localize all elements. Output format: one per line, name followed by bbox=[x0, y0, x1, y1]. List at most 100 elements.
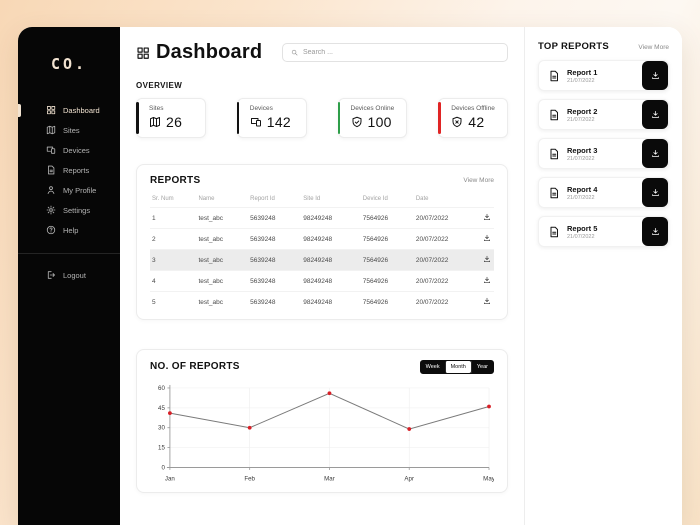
brand-logo: CO. bbox=[50, 55, 88, 73]
sidebar-item-help[interactable]: Help bbox=[18, 220, 120, 240]
top-report-card-report-1: Report 1 21/07/2022 bbox=[538, 60, 669, 91]
sidebar-item-devices[interactable]: Devices bbox=[18, 140, 120, 160]
download-icon[interactable] bbox=[483, 276, 491, 284]
overview-label: OVERVIEW bbox=[136, 81, 183, 90]
table-cell: 20/07/2022 bbox=[413, 291, 480, 313]
top-report-download-button[interactable] bbox=[642, 100, 668, 129]
table-cell-download bbox=[480, 228, 494, 250]
table-cell: 20/07/2022 bbox=[413, 270, 480, 292]
search-bar[interactable] bbox=[282, 43, 508, 62]
download-icon[interactable] bbox=[483, 255, 491, 263]
download-icon[interactable] bbox=[483, 213, 491, 221]
table-row[interactable]: 1 test_abc 5639248 98249248 7564926 20/07/202… bbox=[150, 207, 494, 229]
download-icon[interactable] bbox=[483, 234, 491, 242]
download-icon bbox=[651, 227, 660, 236]
top-report-download-button[interactable] bbox=[642, 178, 668, 207]
top-reports-head: TOP REPORTS View More bbox=[538, 41, 669, 52]
table-cell-download bbox=[480, 249, 494, 271]
top-reports-title: TOP REPORTS bbox=[538, 41, 610, 52]
stat-card-accent bbox=[136, 102, 139, 134]
svg-text:15: 15 bbox=[158, 444, 165, 451]
top-reports-view-more-link[interactable]: View More bbox=[638, 44, 669, 51]
sidebar-item-dashboard[interactable]: Dashboard bbox=[18, 100, 120, 120]
search-input[interactable] bbox=[303, 49, 499, 56]
reports-view-more-link[interactable]: View More bbox=[463, 177, 494, 184]
reports-title: REPORTS bbox=[150, 175, 201, 186]
chart-panel: NO. OF REPORTS Week Month Year 0 15 30 45 60 Ja… bbox=[136, 348, 508, 493]
sidebar-item-label: Settings bbox=[63, 205, 91, 215]
table-column-header: Sr. Num bbox=[152, 196, 174, 202]
sidebar-item-label: Help bbox=[63, 225, 79, 235]
table-cell: 98249248 bbox=[301, 270, 361, 292]
top-report-name: Report 1 bbox=[567, 67, 598, 77]
table-cell: 5 bbox=[150, 291, 197, 313]
download-icon bbox=[651, 71, 660, 80]
download-icon[interactable] bbox=[483, 297, 491, 305]
chart-toggle-week[interactable]: Week bbox=[420, 360, 445, 373]
sidebar-item-settings[interactable]: Settings bbox=[18, 200, 120, 220]
top-report-name: Report 5 bbox=[567, 223, 598, 233]
stat-card-value-row: 42 bbox=[451, 114, 507, 130]
table-cell: 98249248 bbox=[301, 228, 361, 250]
svg-text:30: 30 bbox=[158, 424, 165, 431]
reports-panel-head: REPORTS View More bbox=[150, 175, 494, 186]
shield-check-icon bbox=[351, 116, 363, 128]
map-icon bbox=[46, 125, 56, 135]
chart-range-toggle-group: Week Month Year bbox=[419, 359, 494, 374]
table-column-header: Date bbox=[415, 196, 429, 202]
table-cell: test_abc bbox=[196, 228, 249, 250]
top-reports-list: Report 1 21/07/2022 Report 2 21/07/2022 Repo… bbox=[538, 60, 669, 247]
table-row[interactable]: 2 test_abc 5639248 98249248 7564926 20/07/202… bbox=[150, 228, 494, 250]
top-report-card-report-4: Report 4 21/07/2022 bbox=[538, 177, 669, 208]
sidebar-item-logout[interactable]: Logout bbox=[18, 265, 120, 285]
line-chart-svg: 0 15 30 45 60 Jan Feb Mar Apr May bbox=[158, 384, 494, 481]
devices-icon bbox=[250, 116, 262, 128]
table-row[interactable]: 5 test_abc 5639248 98249248 7564926 20/07/202… bbox=[150, 291, 494, 313]
sidebar-item-label: My Profile bbox=[63, 185, 97, 195]
sidebar-item-sites[interactable]: Sites bbox=[18, 120, 120, 140]
table-cell: 2 bbox=[150, 228, 197, 250]
top-report-date: 21/07/2022 bbox=[567, 155, 595, 162]
table-cell: 5639248 bbox=[248, 291, 302, 313]
sidebar-item-reports[interactable]: Reports bbox=[18, 160, 120, 180]
table-column-header: Site Id bbox=[303, 196, 321, 202]
top-report-date: 21/07/2022 bbox=[567, 116, 595, 123]
table-row[interactable]: 3 test_abc 5639248 98249248 7564926 20/07/202… bbox=[150, 249, 494, 271]
top-report-info: Report 3 21/07/2022 bbox=[567, 146, 597, 162]
table-row[interactable]: 4 test_abc 5639248 98249248 7564926 20/07/202… bbox=[150, 270, 494, 292]
table-column-header: Name bbox=[198, 196, 215, 202]
download-icon bbox=[651, 188, 660, 197]
stat-card-label: Sites bbox=[149, 105, 164, 112]
main-header: Dashboard bbox=[136, 41, 508, 64]
doc-icon bbox=[548, 226, 560, 238]
top-report-date: 21/07/2022 bbox=[567, 233, 595, 240]
chart-toggle-month[interactable]: Month bbox=[444, 360, 471, 373]
top-report-date: 21/07/2022 bbox=[567, 77, 595, 84]
download-icon bbox=[651, 149, 660, 158]
stat-card-accent bbox=[236, 102, 240, 134]
table-cell: 5639248 bbox=[248, 249, 302, 271]
reports-table-body: 1 test_abc 5639248 98249248 7564926 20/07/202… bbox=[150, 207, 494, 313]
top-report-download-button[interactable] bbox=[642, 61, 668, 90]
dashboard-grid-icon bbox=[136, 46, 150, 60]
table-cell: 7564926 bbox=[360, 249, 414, 271]
chart-panel-head: NO. OF REPORTS Week Month Year bbox=[150, 359, 494, 374]
map-icon bbox=[149, 116, 161, 128]
sidebar-item-label: Dashboard bbox=[63, 105, 100, 115]
top-report-download-button[interactable] bbox=[642, 139, 668, 168]
report-icon bbox=[46, 165, 56, 175]
table-column-header bbox=[480, 191, 494, 208]
table-cell: 1 bbox=[150, 207, 197, 229]
sidebar-item-my-profile[interactable]: My Profile bbox=[18, 180, 120, 200]
top-report-info: Report 1 21/07/2022 bbox=[567, 68, 597, 84]
table-cell-download bbox=[480, 291, 494, 313]
top-report-download-button[interactable] bbox=[642, 217, 668, 246]
chart-toggle-year[interactable]: Year bbox=[470, 360, 493, 373]
top-report-card-report-3: Report 3 21/07/2022 bbox=[538, 138, 669, 169]
logout-icon bbox=[46, 270, 56, 280]
stat-card-devices: Devices 142 bbox=[236, 98, 307, 138]
table-cell: 20/07/2022 bbox=[413, 207, 480, 229]
top-report-info: Report 5 21/07/2022 bbox=[567, 224, 597, 240]
table-cell: 5639248 bbox=[248, 207, 302, 229]
sidebar-item-label: Devices bbox=[63, 145, 90, 155]
